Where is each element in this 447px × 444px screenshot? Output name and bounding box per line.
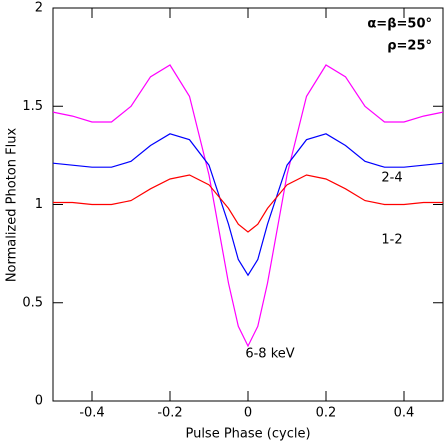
series-label: 1-2 [381, 233, 402, 248]
series-label: 6-8 keV [245, 347, 294, 362]
y-axis-label: Normalized Photon Flux [5, 128, 20, 283]
y-tick-label: 2 [35, 1, 43, 16]
x-tick-label: 0.2 [316, 406, 337, 421]
series-label: 2-4 [381, 171, 402, 186]
y-tick-label: 0 [35, 394, 43, 409]
x-tick-label: -0.4 [79, 406, 104, 421]
series-line [52, 64, 444, 348]
x-tick-label: 0.4 [394, 406, 415, 421]
annotation: α=β=50° [367, 17, 432, 32]
series-line [53, 174, 443, 233]
y-tick-label: 0.5 [22, 295, 43, 310]
y-tick-label: 1.5 [22, 99, 43, 114]
series-line [52, 133, 444, 277]
x-axis-label: Pulse Phase (cycle) [185, 427, 310, 442]
x-tick-label: -0.2 [157, 406, 182, 421]
x-tick-label: 0 [244, 406, 252, 421]
y-tick-label: 1 [35, 197, 43, 212]
annotation: ρ=25° [387, 39, 432, 54]
